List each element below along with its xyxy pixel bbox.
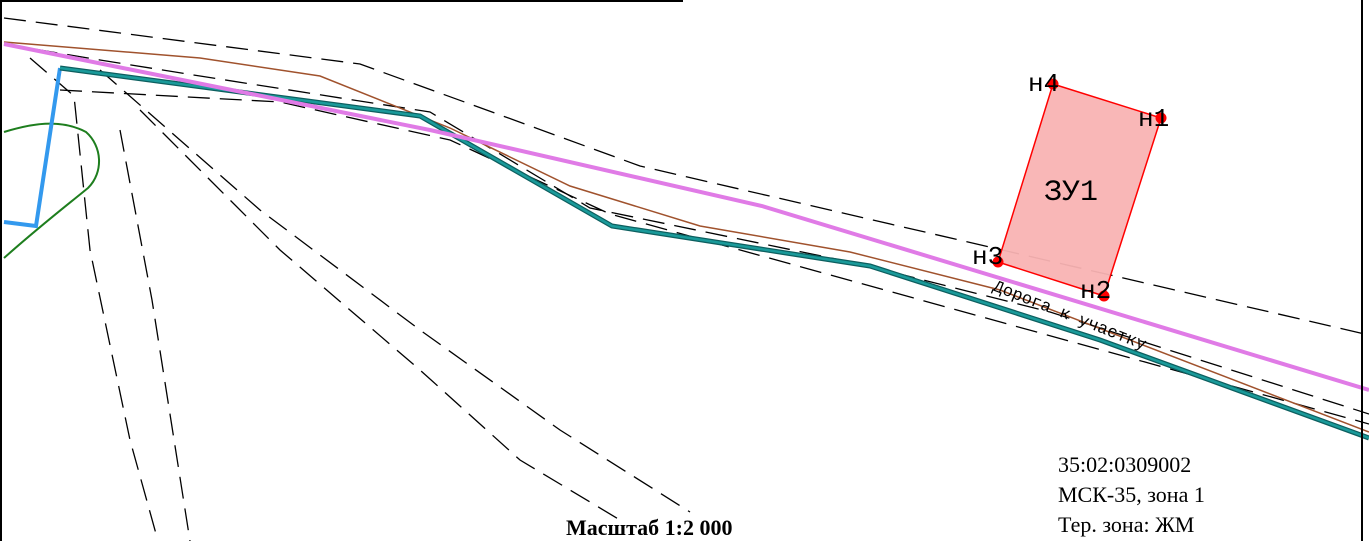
cadastral-block-number: 35:02:0309002	[1058, 452, 1192, 477]
teal-boundary	[59, 66, 1369, 440]
territorial-zone: Тер. зона: ЖМ	[1058, 512, 1195, 537]
point-n2-marker	[1098, 290, 1110, 302]
dashed-line-lower	[59, 89, 1369, 425]
coordinate-system: МСК-35, зона 1	[1058, 482, 1205, 507]
dashed-lines	[3, 17, 1369, 541]
road-line	[3, 42, 1369, 392]
blue-line	[3, 67, 62, 229]
teal-boundary-outline	[59, 65, 1369, 441]
point-n4-marker	[1047, 78, 1059, 90]
point-n3-marker	[992, 256, 1004, 268]
scale-label: Масштаб 1:2 000	[566, 515, 733, 540]
green-contour	[3, 122, 101, 259]
point-n4-label: н4	[1028, 69, 1059, 99]
dashed-line-vertical-2	[119, 129, 191, 541]
point-n1-label: н1	[1138, 104, 1169, 134]
dashed-line-diag-1	[99, 69, 691, 513]
dashed-line-top	[3, 17, 1369, 336]
dashed-line-diag-2	[139, 109, 621, 521]
point-n2-label: н2	[1080, 276, 1111, 306]
dashed-line-mid	[3, 43, 1369, 415]
parcel-label: ЗУ1	[1044, 176, 1098, 210]
point-n3-label: н3	[972, 242, 1003, 272]
brown-line	[3, 41, 1369, 433]
point-n1-marker	[1155, 112, 1167, 124]
